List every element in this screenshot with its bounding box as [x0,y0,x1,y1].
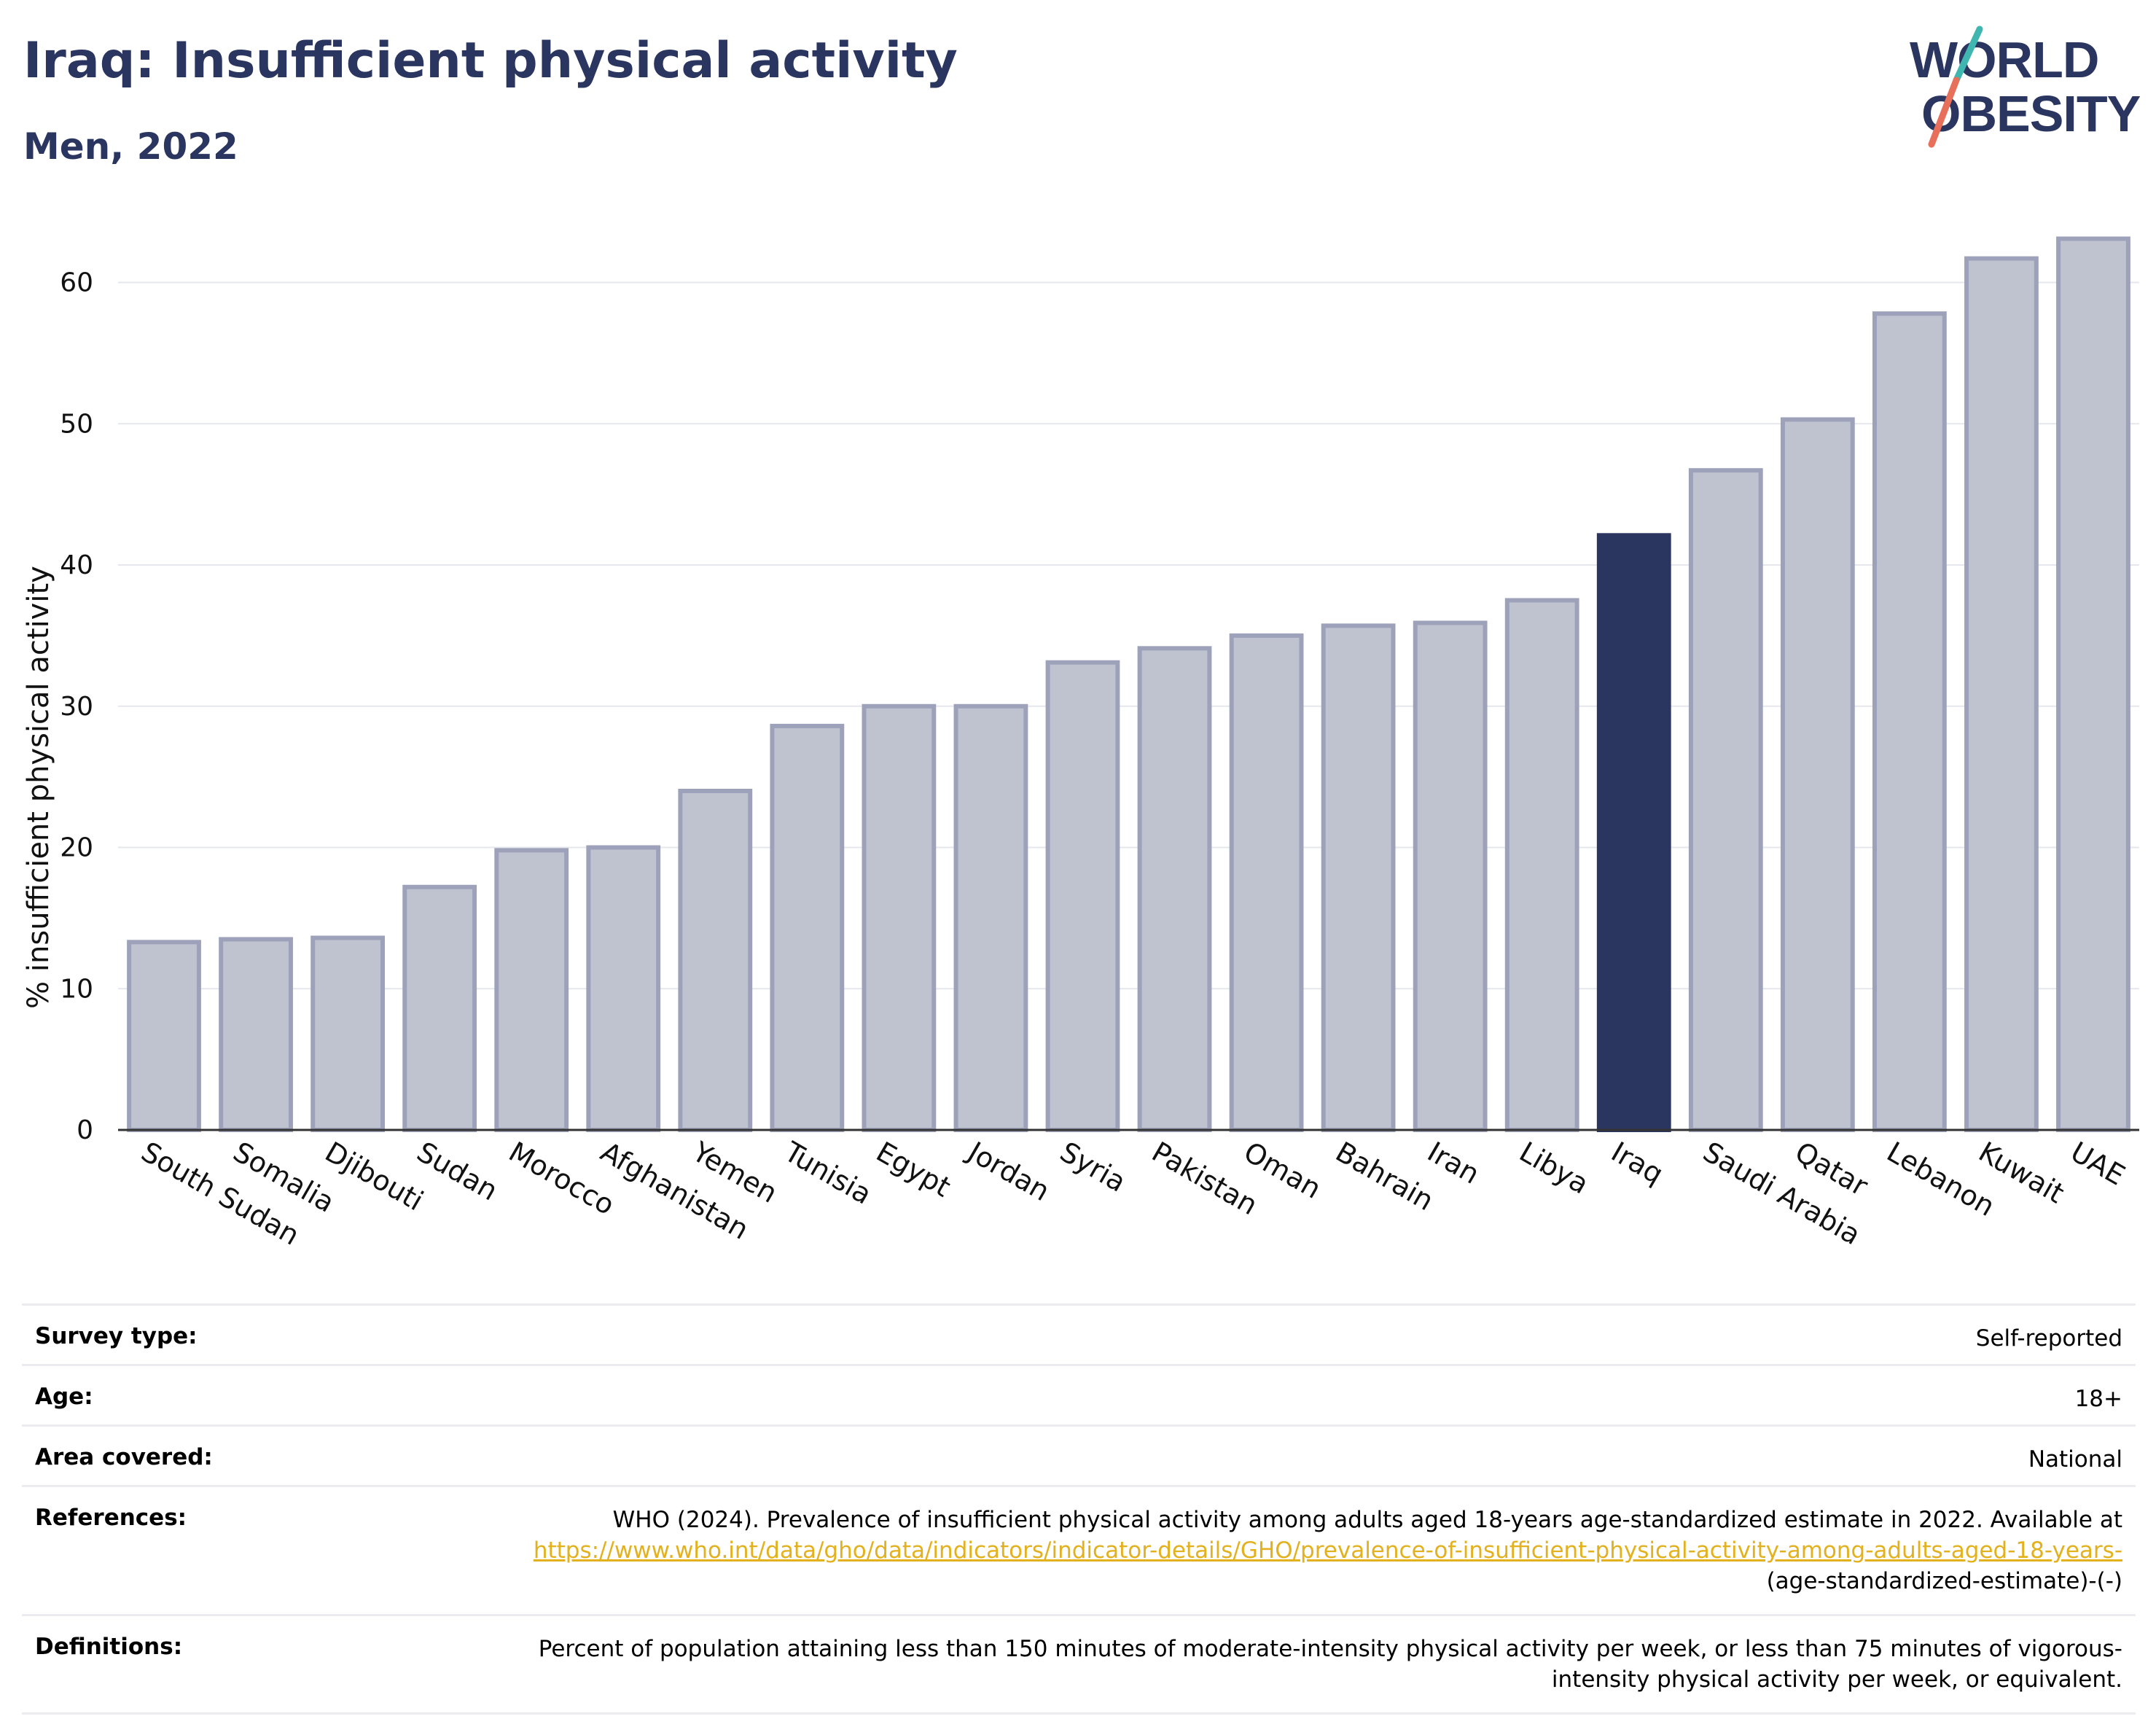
bar [219,937,293,1132]
references-row: References: WHO (2024). Prevalence of in… [22,1487,2136,1616]
bar [1504,598,1579,1132]
logo-slash-bottom [1928,77,1960,148]
bar [770,723,845,1132]
bar [862,703,937,1132]
logo-text-obesity: OBESITY [1921,85,2141,142]
y-tick-label: 10 [60,974,93,1004]
x-tick-label: Djibouti [320,1136,429,1217]
x-tick-label: Saudi Arabia [1698,1136,1866,1252]
survey-type-label: Survey type: [35,1323,198,1349]
y-axis-label: % insufficient physical activity [22,566,55,1009]
y-tick-label: 30 [60,692,93,722]
definitions-label: Definitions: [35,1634,183,1660]
x-tick-label: Tunisia [778,1135,877,1211]
bar [1688,468,1763,1132]
chart-subtitle: Men, 2022 [23,125,238,168]
world-obesity-logo: WORLD OBESITY [1910,26,2141,148]
y-tick-label: 40 [60,550,93,580]
references-value: WHO (2024). Prevalence of insufficient p… [475,1505,2122,1596]
bar [1229,633,1304,1132]
survey-type-value: Self-reported [1975,1325,2122,1352]
bar [953,703,1028,1132]
y-axis-ticks: 0 10 20 30 40 50 60 [60,268,93,1146]
x-tick-label: Syria [1055,1136,1131,1198]
info-table: Survey type: Self-reported Age: 18+ Area… [22,1303,2136,1715]
x-tick-label: Bahrain [1330,1136,1439,1217]
bar [678,789,753,1132]
age-value: 18+ [2074,1386,2122,1412]
bar [1413,620,1488,1132]
bar [1137,646,1212,1132]
survey-type-row: Survey type: Self-reported [22,1306,2136,1366]
references-suffix: (age-standardized-estimate)-(-) [1766,1568,2122,1594]
x-tick-label: Sudan [412,1136,504,1207]
bar [1045,660,1120,1132]
area-covered-label: Area covered: [35,1444,213,1470]
bar [2056,236,2130,1132]
x-tick-label: Egypt [871,1136,956,1204]
bar-chart: 0 10 20 30 40 50 60 South SudanSomaliaDjibouti… [22,236,2139,1252]
logo-text-world: WORLD [1910,31,2098,88]
x-tick-label: Morocco [504,1136,620,1222]
y-tick-label: 50 [60,409,93,439]
definitions-value: Percent of population attaining less tha… [538,1636,2122,1693]
x-tick-label: Libya [1514,1136,1594,1201]
x-tick-label: Jordan [961,1135,1055,1208]
y-tick-label: 60 [60,268,93,298]
area-covered-value: National [2028,1446,2122,1473]
bar [402,884,477,1132]
references-text: WHO (2024). Prevalence of insufficient p… [612,1507,2122,1533]
bar [127,940,201,1132]
x-tick-label: Iraq [1606,1136,1668,1190]
age-row: Age: 18+ [22,1366,2136,1427]
x-tick-label: South Sudan [136,1136,305,1252]
bars [127,236,2130,1132]
bar [1872,311,1947,1132]
definitions-row: Definitions: Percent of population attai… [22,1616,2136,1715]
bar [586,845,661,1132]
bar [494,848,569,1132]
references-link[interactable]: https://www.who.int/data/gho/data/indica… [533,1537,2122,1564]
x-tick-label: Iran [1422,1136,1485,1190]
bar-highlighted [1596,533,1671,1132]
x-tick-label: Pakistan [1147,1136,1263,1222]
bar [1321,623,1396,1132]
bar [310,935,386,1132]
bar [1964,256,2039,1132]
references-label: References: [35,1505,187,1531]
logo-slash-top [1953,26,1983,84]
area-covered-row: Area covered: National [22,1427,2136,1487]
chart-title: Iraq: Insufficient physical activity [23,32,958,90]
y-tick-label: 0 [77,1115,93,1145]
bar [1780,417,1855,1132]
y-tick-label: 20 [60,833,93,863]
age-label: Age: [35,1384,93,1410]
x-tick-label: UAE [2065,1136,2130,1192]
